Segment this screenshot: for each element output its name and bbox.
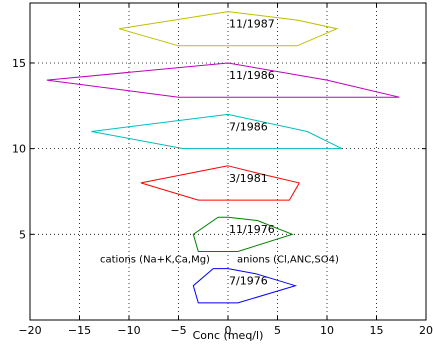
ticks: −20 −15 −10 −5 0 5 10 15 20 5 10 15 bbox=[12, 3, 433, 337]
x-tick-label: 15 bbox=[370, 324, 384, 337]
x-tick-label: 0 bbox=[225, 324, 232, 337]
series-line-7-1976 bbox=[192, 268, 298, 304]
series-label: 11/1976 bbox=[229, 223, 275, 236]
x-tick-label: 10 bbox=[320, 324, 334, 337]
x-tick-label: 5 bbox=[274, 324, 281, 337]
x-tick-label: −5 bbox=[170, 324, 186, 337]
anions-annotation: anions (Cl,ANC,SO4) bbox=[237, 254, 339, 265]
x-axis-label: Conc (meq/l) bbox=[193, 329, 264, 342]
cations-annotation: cations (Na+K,Ca,Mg) bbox=[100, 254, 210, 265]
series-line-11-1976 bbox=[192, 216, 294, 252]
x-tick-label: 20 bbox=[419, 324, 433, 337]
series-label: 11/1986 bbox=[229, 69, 275, 82]
y-tick-label: 15 bbox=[12, 57, 26, 70]
y-tick-label: 5 bbox=[19, 228, 26, 241]
y-tick-label: 10 bbox=[12, 143, 26, 156]
series-line-7-1986 bbox=[91, 113, 343, 150]
x-tick-label: −20 bbox=[18, 324, 41, 337]
series-labels: 7/1976 11/1976 3/1981 7/1986 11/1986 11/1987 bbox=[229, 18, 275, 288]
series-label: 7/1976 bbox=[229, 275, 268, 288]
series-label: 7/1986 bbox=[229, 120, 268, 133]
series-line-11-1987 bbox=[118, 11, 339, 47]
series-label: 11/1987 bbox=[229, 18, 275, 31]
plot-frame bbox=[29, 2, 427, 321]
series-line-11-1986 bbox=[46, 62, 400, 98]
x-tick-label: −10 bbox=[117, 324, 140, 337]
grid bbox=[30, 3, 426, 320]
x-tick-label: −15 bbox=[68, 324, 91, 337]
series-group bbox=[46, 11, 400, 304]
series-line-3-1981 bbox=[140, 165, 301, 201]
series-label: 3/1981 bbox=[229, 172, 268, 185]
